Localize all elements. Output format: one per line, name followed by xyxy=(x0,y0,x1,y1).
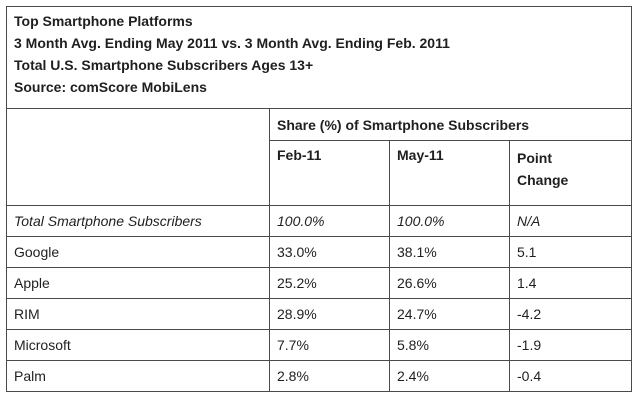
row-feb-value: 2.8% xyxy=(269,359,390,393)
smartphone-platforms-table: Top Smartphone Platforms 3 Month Avg. En… xyxy=(5,5,633,393)
row-change-value: -1.9 xyxy=(508,328,633,361)
row-feb-value: 100.0% xyxy=(269,204,390,237)
title-row: Top Smartphone Platforms 3 Month Avg. En… xyxy=(5,5,633,110)
column-header-change-line1: Point xyxy=(517,150,552,167)
row-feb-value: 28.9% xyxy=(269,297,390,330)
row-may-value: 100.0% xyxy=(389,204,510,237)
column-header-row: Feb-11 May-11 Point Change xyxy=(7,140,633,206)
row-change-value: 1.4 xyxy=(508,266,633,299)
table-row-rim: RIM 28.9% 24.7% -4.2 xyxy=(6,297,633,330)
table-row-microsoft: Microsoft 7.7% 5.8% -1.9 xyxy=(6,328,633,361)
row-label: RIM xyxy=(6,297,270,330)
row-feb-value: 25.2% xyxy=(269,266,390,299)
row-may-value: 38.1% xyxy=(389,235,510,268)
row-may-value: 2.4% xyxy=(389,359,510,393)
row-label: Microsoft xyxy=(6,328,270,361)
table-row-google: Google 33.0% 38.1% 5.1 xyxy=(6,235,633,268)
column-header-change: Point Change xyxy=(508,140,633,206)
table-title: Top Smartphone Platforms xyxy=(14,13,193,29)
table-title-block: Top Smartphone Platforms 3 Month Avg. En… xyxy=(5,5,633,110)
table-subtitle-period: 3 Month Avg. Ending May 2011 vs. 3 Month… xyxy=(14,35,450,51)
row-change-value: -0.4 xyxy=(508,359,633,393)
row-may-value: 5.8% xyxy=(389,328,510,361)
table-row-apple: Apple 25.2% 26.6% 1.4 xyxy=(6,266,633,299)
column-header-change-line2: Change xyxy=(517,172,569,189)
row-may-value: 26.6% xyxy=(389,266,510,299)
row-label: Total Smartphone Subscribers xyxy=(6,204,270,237)
group-header-row: Share (%) of Smartphone Subscribers xyxy=(6,108,633,206)
table-subtitle-population: Total U.S. Smartphone Subscribers Ages 1… xyxy=(14,57,314,73)
table-source: Source: comScore MobiLens xyxy=(14,79,207,95)
row-feb-value: 7.7% xyxy=(269,328,390,361)
table-row-palm: Palm 2.8% 2.4% -0.4 xyxy=(6,359,633,393)
row-change-value: N/A xyxy=(508,204,633,237)
row-may-value: 24.7% xyxy=(389,297,510,330)
column-header-feb: Feb-11 xyxy=(269,140,390,206)
group-header: Share (%) of Smartphone Subscribers xyxy=(268,108,633,142)
row-change-value: 5.1 xyxy=(508,235,633,268)
row-label: Palm xyxy=(6,359,270,393)
row-change-value: -4.2 xyxy=(508,297,633,330)
column-header-may: May-11 xyxy=(389,140,510,206)
row-label: Google xyxy=(6,235,270,268)
table-row-total: Total Smartphone Subscribers 100.0% 100.… xyxy=(6,204,633,237)
header-blank-cell xyxy=(6,108,270,206)
row-label: Apple xyxy=(6,266,270,299)
row-feb-value: 33.0% xyxy=(269,235,390,268)
